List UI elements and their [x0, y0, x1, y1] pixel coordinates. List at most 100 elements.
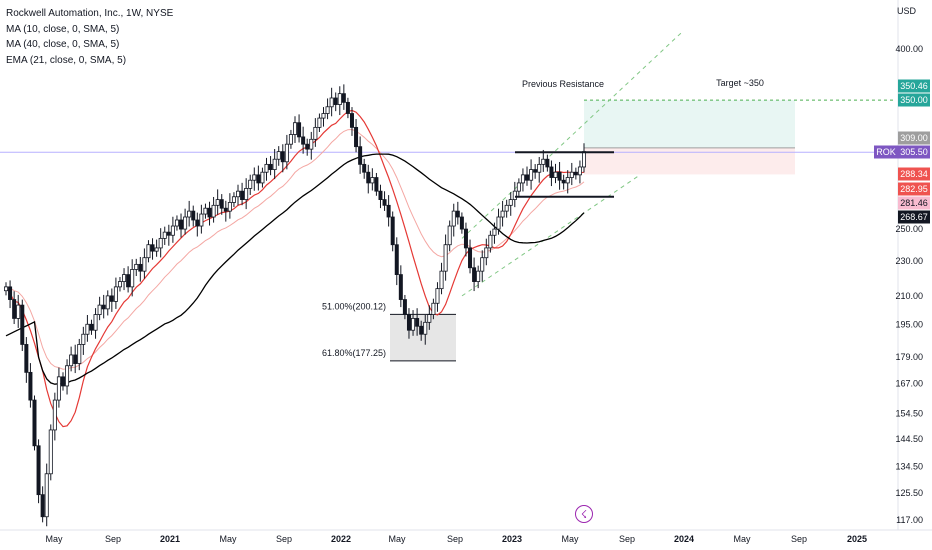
x-tick-label: 2022	[331, 534, 351, 544]
fib-box	[390, 314, 456, 361]
candle-body	[317, 117, 322, 128]
y-axis[interactable]: 117.00 125.50 134.50 144.50 154.50 167.00 179.…	[895, 0, 923, 530]
price-tag: 288.34	[898, 167, 930, 181]
ma10-line	[5, 109, 585, 428]
price-tag: 350.00	[898, 93, 930, 107]
candlesticks	[4, 84, 587, 527]
candle-body	[354, 126, 359, 148]
candle-body	[533, 169, 538, 173]
x-tick-label: Sep	[276, 534, 292, 544]
price-tag: 282.95	[898, 182, 930, 196]
ma10-legend[interactable]: MA (10, close, 0, SMA, 5)	[6, 23, 120, 35]
candle-body	[337, 93, 342, 105]
candle-body	[73, 354, 78, 364]
candle-body	[236, 190, 241, 198]
candle-body	[313, 126, 318, 140]
price-tag-value: 350.46	[900, 81, 928, 91]
candle-body	[500, 210, 505, 218]
target-label: Target ~350	[716, 78, 764, 88]
symbol-tag-box	[874, 145, 898, 159]
price-tag-value: 268.67	[900, 212, 928, 222]
candle-body	[268, 163, 273, 170]
candle-body	[256, 174, 261, 184]
candle-body	[174, 219, 179, 227]
candle-body	[187, 210, 192, 218]
previous-resistance-label: Previous Resistance	[522, 79, 604, 89]
candle-body	[12, 299, 17, 319]
candle-body	[415, 318, 420, 327]
candle-body	[301, 136, 306, 145]
candle-body	[492, 228, 497, 236]
channel-upper	[461, 31, 683, 239]
candle-body	[411, 318, 416, 331]
candle-body	[240, 190, 245, 200]
y-tick-label: 179.00	[895, 352, 923, 362]
candle-body	[8, 286, 13, 300]
x-tick-label: 2021	[160, 534, 180, 544]
candle-body	[24, 344, 29, 373]
ema21-legend[interactable]: EMA (21, close, 0, SMA, 5)	[6, 54, 127, 66]
candle-body	[52, 399, 57, 431]
lightning-icon[interactable]: ☇	[575, 505, 593, 523]
candle-body	[439, 270, 444, 290]
candle-body	[126, 274, 131, 288]
candle-body	[138, 263, 143, 272]
candle-body	[69, 354, 74, 367]
candle-body	[56, 376, 61, 401]
price-tag-value: 350.00	[900, 95, 928, 105]
candle-body	[170, 225, 175, 236]
candle-body	[48, 429, 53, 475]
x-tick-label: 2023	[502, 534, 522, 544]
candle-body	[44, 473, 49, 518]
candle-body	[117, 281, 122, 288]
candle-body	[496, 216, 501, 230]
candle-body	[105, 295, 110, 310]
candle-body	[134, 263, 139, 270]
price-tag-box	[898, 131, 930, 145]
candle-body	[525, 174, 530, 181]
y-tick-label: 230.00	[895, 256, 923, 266]
candle-body	[573, 171, 578, 176]
moving-averages	[5, 109, 585, 428]
candle-body	[292, 122, 297, 135]
x-tick-label: Sep	[791, 534, 807, 544]
candle-body	[130, 269, 135, 288]
symbol-title[interactable]: Rockwell Automation, Inc., 1W, NYSE	[6, 8, 174, 19]
x-tick-label: May	[219, 534, 237, 544]
price-tag: 305.50 ROK	[874, 145, 930, 159]
candle-body	[223, 207, 228, 212]
candle-body	[508, 199, 513, 206]
candle-body	[211, 204, 216, 218]
candle-body	[459, 216, 464, 230]
candle-body	[146, 244, 151, 259]
candle-body	[32, 399, 37, 447]
x-tick-label: May	[733, 534, 751, 544]
x-axis[interactable]: May Sep 2021 May Sep 2022 May Sep 2023 May Sep 2024…	[0, 529, 932, 544]
candle-body	[142, 257, 147, 272]
price-tag-box	[898, 79, 930, 93]
x-tick-label: Sep	[105, 534, 121, 544]
ma40-legend[interactable]: MA (40, close, 0, SMA, 5)	[6, 39, 120, 50]
candle-body	[341, 93, 346, 103]
candle-body	[309, 138, 314, 150]
candle-body	[20, 304, 25, 345]
candle-body	[468, 247, 473, 269]
candle-body	[113, 286, 118, 302]
price-tag: 309.00	[898, 131, 930, 145]
price-tag-value: 288.34	[900, 169, 928, 179]
candle-body	[16, 304, 21, 319]
fib-51-label: 51.00%(200.12)	[322, 301, 386, 311]
ma40-line	[5, 153, 585, 385]
candle-body	[207, 207, 212, 218]
price-tag-value: 305.50	[900, 147, 928, 157]
x-tick-label: Sep	[447, 534, 463, 544]
candle-body	[463, 228, 468, 249]
price-tag: 268.67	[898, 210, 930, 224]
drawings: Previous Resistance Target ~350 51.00%(200…	[322, 78, 764, 358]
price-tag-box	[898, 210, 930, 224]
candle-body	[203, 207, 208, 215]
x-tick-label: Sep	[619, 534, 635, 544]
y-tick-label: 117.00	[896, 515, 923, 525]
y-tick-label: 134.50	[895, 462, 923, 472]
